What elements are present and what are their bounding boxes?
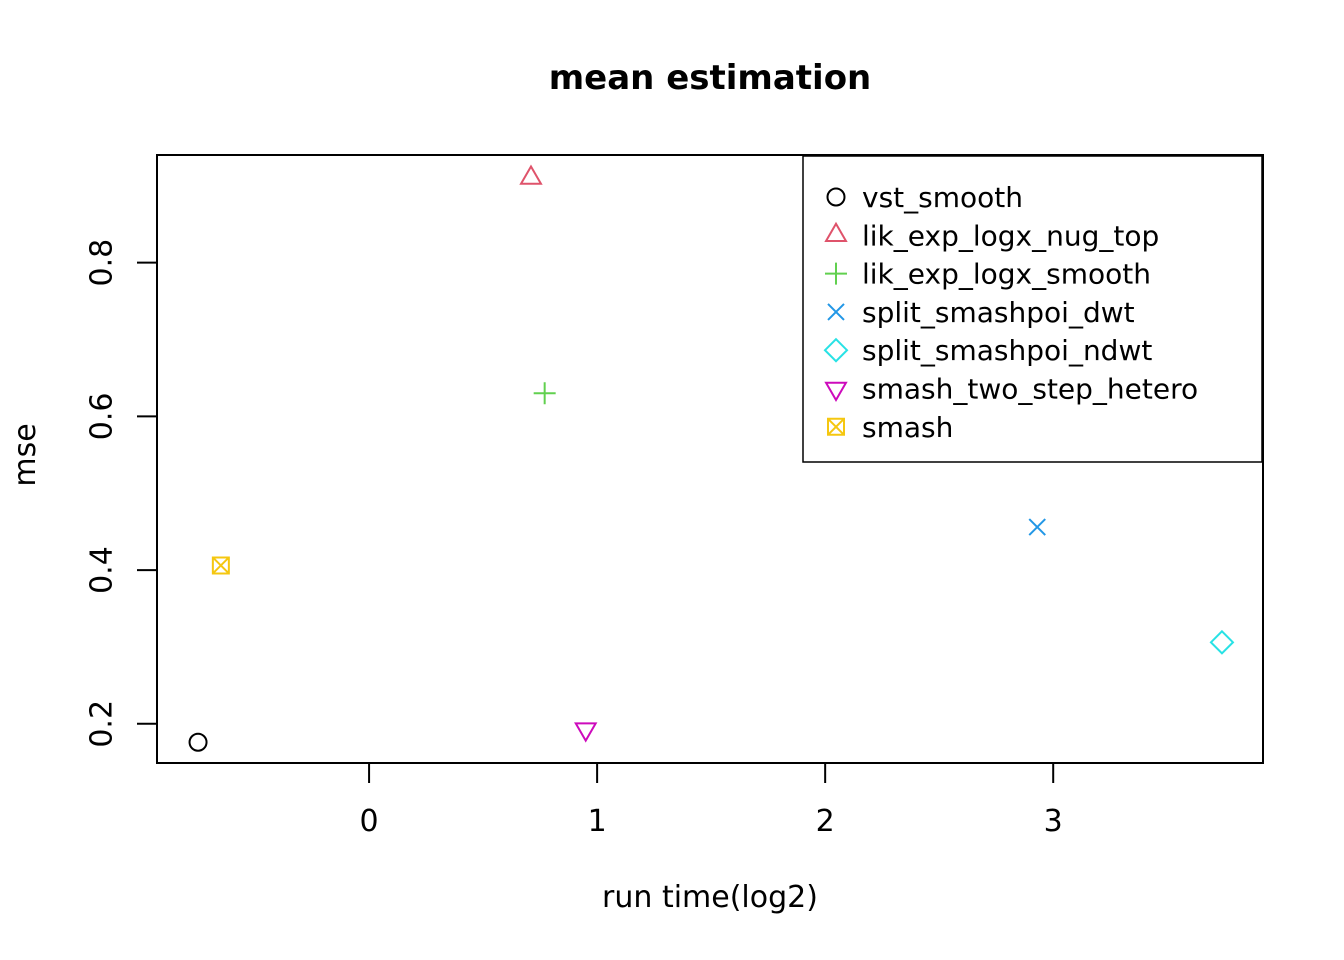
legend-label-lik_exp_logx_nug_top: lik_exp_logx_nug_top: [862, 219, 1159, 252]
point-lik_exp_logx_nug_top: [519, 164, 543, 185]
legend-marker-split_smashpoi_ndwt: [823, 337, 849, 363]
y-axis-label: mse: [7, 423, 43, 487]
legend-marker-split_smashpoi_dwt: [827, 303, 845, 321]
legend-label-smash_two_step_hetero: smash_two_step_hetero: [862, 373, 1198, 406]
plot-border: [156, 154, 1264, 764]
y-tick-label: 0.8: [85, 239, 120, 287]
legend-label-split_smashpoi_dwt: split_smashpoi_dwt: [862, 296, 1135, 329]
x-tick-label: 3: [1044, 804, 1063, 839]
x-tick-label: 1: [588, 804, 607, 839]
y-tick-label: 0.2: [85, 700, 120, 748]
x-tick-label: 0: [360, 804, 379, 839]
y-tick-label: 0.4: [85, 546, 120, 594]
y-tick-label: 0.6: [85, 392, 120, 440]
legend-marker-smash: [827, 417, 845, 436]
point-lik_exp_logx_smooth: [533, 382, 556, 405]
legend-label-split_smashpoi_ndwt: split_smashpoi_ndwt: [862, 334, 1152, 367]
chart-title: mean estimation: [548, 58, 872, 98]
point-vst_smooth: [188, 732, 208, 752]
point-split_smashpoi_dwt: [1028, 518, 1046, 536]
x-tick-label: 2: [816, 804, 835, 839]
legend-label-smash: smash: [862, 411, 953, 444]
point-smash: [211, 556, 230, 575]
x-axis-label: run time(log2): [602, 880, 818, 915]
legend-marker-vst_smooth: [826, 187, 846, 207]
legend-label-lik_exp_logx_smooth: lik_exp_logx_smooth: [862, 258, 1151, 291]
legend-marker-lik_exp_logx_nug_top: [824, 221, 848, 243]
legend-label-vst_smooth: vst_smooth: [862, 181, 1023, 214]
legend-marker-lik_exp_logx_smooth: [825, 262, 847, 285]
legend-box: [802, 155, 1263, 463]
point-split_smashpoi_ndwt: [1209, 629, 1235, 655]
legend-marker-smash_two_step_hetero: [824, 381, 848, 402]
point-smash_two_step_hetero: [574, 722, 598, 743]
